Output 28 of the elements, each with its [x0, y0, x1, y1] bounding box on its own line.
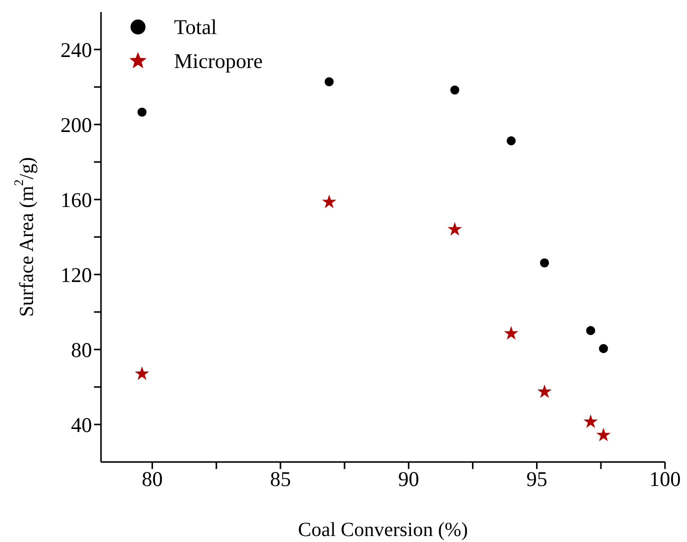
y-tick-label: 80: [71, 338, 92, 362]
y-tick-label: 240: [60, 38, 92, 62]
legend-label: Total: [174, 14, 217, 40]
point: [322, 194, 336, 208]
x-axis-title: Coal Conversion (%): [298, 519, 468, 541]
point: [586, 326, 596, 336]
legend-label: Micropore: [174, 48, 263, 74]
x-tick-label: 80: [142, 466, 163, 491]
x-tick-label: 95: [526, 466, 548, 491]
x-tick-label: 100: [649, 466, 681, 491]
point: [583, 414, 598, 428]
point: [450, 85, 460, 95]
point: [540, 258, 550, 268]
point: [506, 136, 516, 146]
point: [504, 326, 518, 340]
point: [537, 384, 552, 398]
point: [448, 222, 462, 236]
point: [134, 366, 150, 380]
point: [598, 344, 608, 354]
y-tick-label: 40: [71, 412, 92, 437]
point: [138, 108, 147, 117]
y-tick-label: 160: [60, 188, 92, 212]
y-tick-label: 120: [60, 262, 92, 287]
x-tick-label: 90: [398, 466, 420, 491]
y-tick-label: 200: [60, 112, 92, 137]
x-tick-label: 85: [270, 466, 291, 491]
point: [324, 77, 334, 86]
point: [596, 428, 611, 442]
